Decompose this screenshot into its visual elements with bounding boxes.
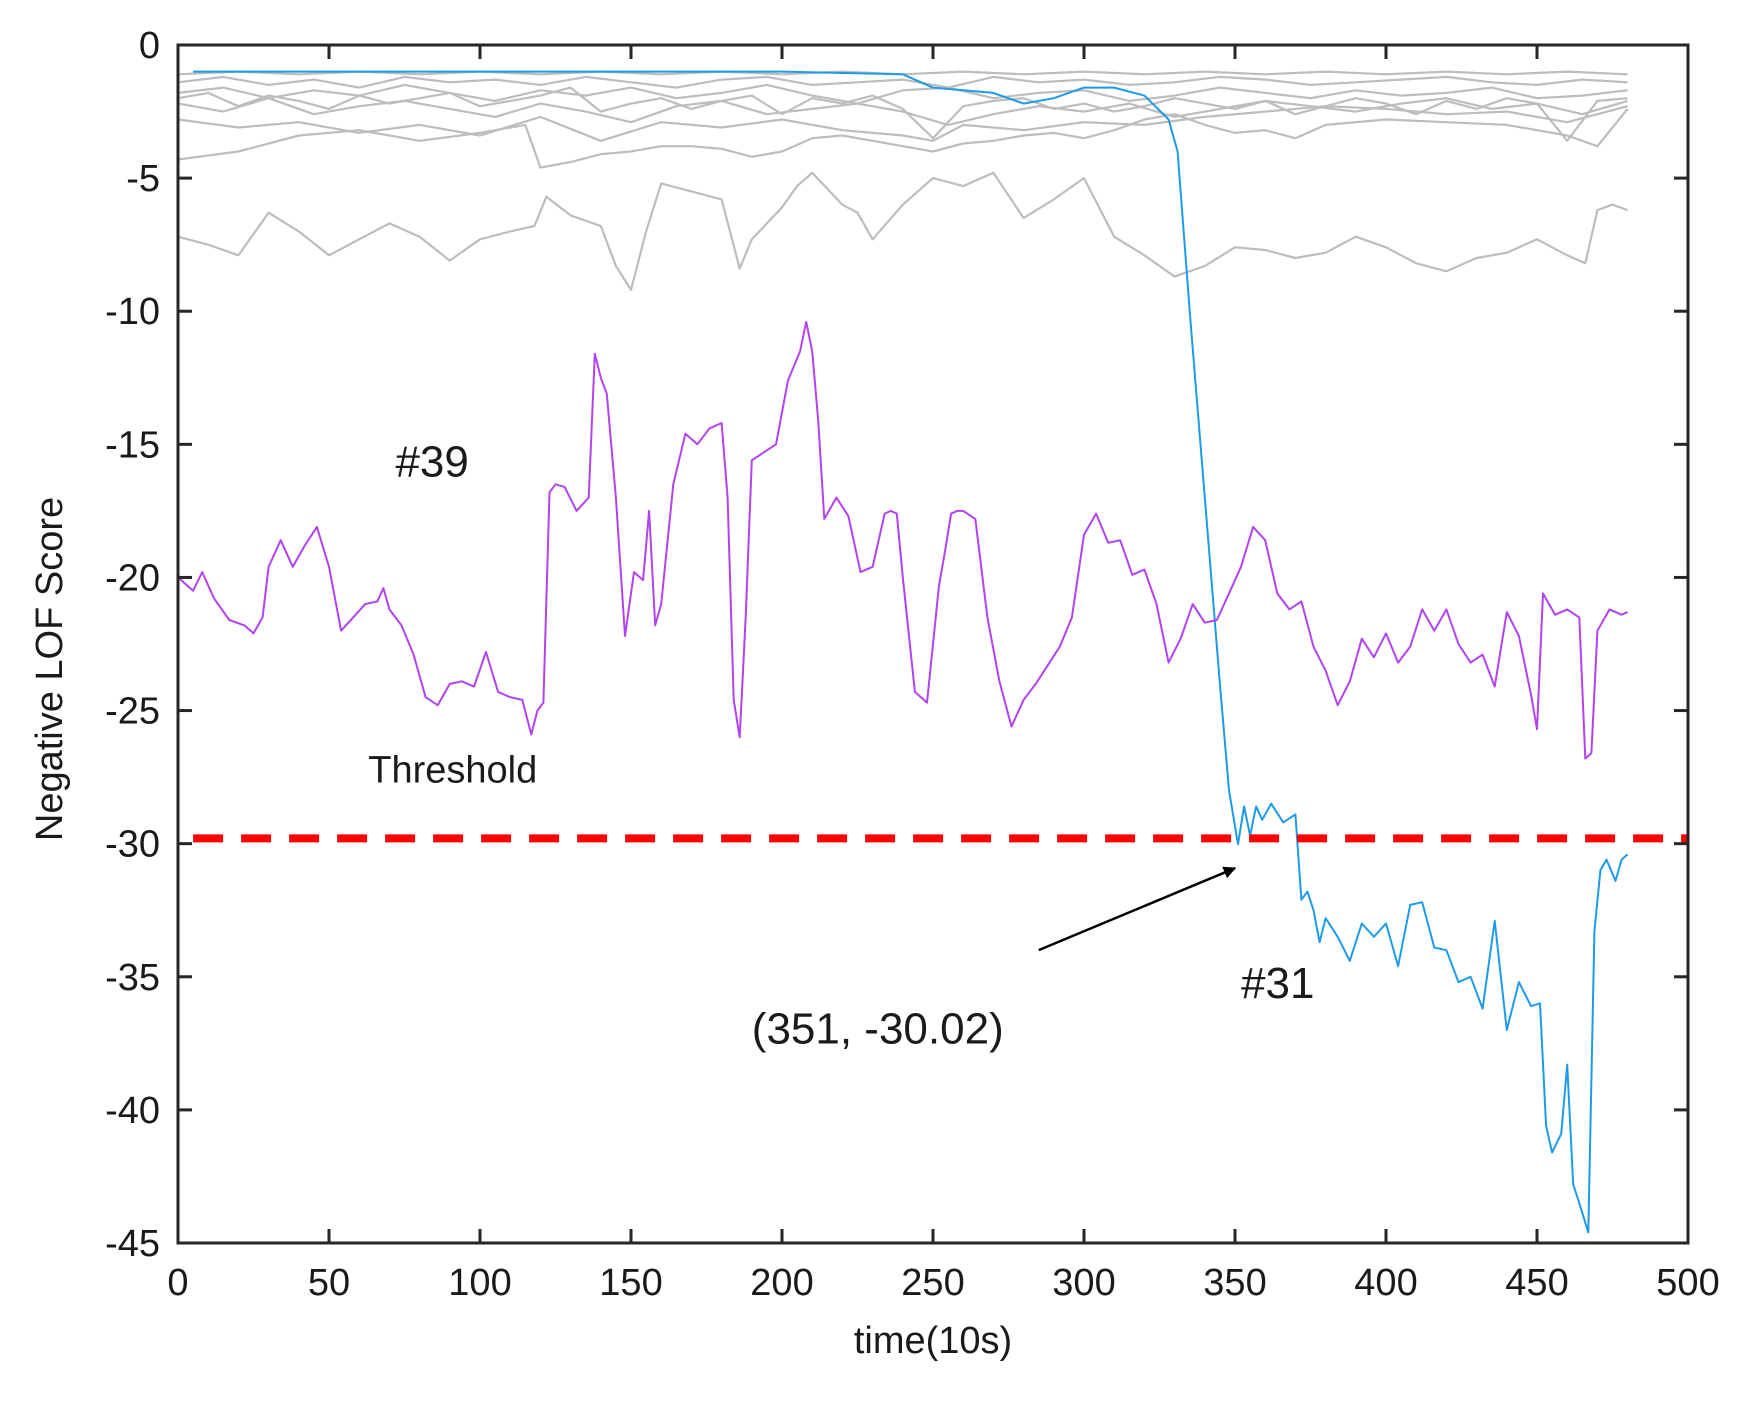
x-tick-label: 250 bbox=[901, 1262, 964, 1304]
series-39-label: #39 bbox=[395, 437, 468, 486]
series-line-background-1 bbox=[177, 171, 1628, 291]
series-line-background-6 bbox=[177, 75, 1628, 89]
y-axis-tick-labels: 0 -5 -10 -15 -20 -25 -30 -35 -40 -45 bbox=[105, 25, 160, 1265]
x-tick-label: 350 bbox=[1203, 1262, 1266, 1304]
x-tick-label: 150 bbox=[599, 1262, 662, 1304]
x-tick-label: 450 bbox=[1505, 1262, 1568, 1304]
y-tick-label: -40 bbox=[105, 1090, 160, 1132]
x-axis-tick-labels: 0 50 100 150 200 250 300 350 400 450 500 bbox=[167, 1262, 1719, 1304]
y-axis-title: Negative LOF Score bbox=[29, 497, 71, 841]
series-line-39 bbox=[177, 320, 1628, 760]
x-axis-title: time(10s) bbox=[854, 1320, 1012, 1362]
annotation-arrow bbox=[1038, 866, 1237, 952]
x-tick-label: 0 bbox=[167, 1262, 188, 1304]
y-tick-label: -45 bbox=[105, 1223, 160, 1265]
y-tick-label: -25 bbox=[105, 691, 160, 733]
x-tick-label: 200 bbox=[750, 1262, 813, 1304]
threshold-label: Threshold bbox=[368, 749, 537, 791]
x-tick-label: 500 bbox=[1656, 1262, 1719, 1304]
y-tick-label: -30 bbox=[105, 824, 160, 866]
x-tick-label: 100 bbox=[448, 1262, 511, 1304]
series-line-background-8 bbox=[177, 86, 1628, 142]
series-line-background-2 bbox=[177, 108, 1629, 169]
series-line-background-5 bbox=[177, 83, 1628, 105]
series-line-31 bbox=[193, 70, 1629, 1234]
y-tick-label: 0 bbox=[139, 25, 160, 67]
y-tick-label: -35 bbox=[105, 957, 160, 999]
series-line-background-4 bbox=[177, 97, 1628, 127]
crossing-point-label: (351, -30.02) bbox=[752, 1004, 1004, 1053]
y-tick-label: -15 bbox=[105, 424, 160, 466]
x-tick-label: 400 bbox=[1354, 1262, 1417, 1304]
series-layer bbox=[177, 70, 1629, 1234]
y-tick-label: -5 bbox=[126, 158, 160, 200]
axis-ticks bbox=[176, 43, 1690, 1245]
y-tick-label: -10 bbox=[105, 291, 160, 333]
y-tick-label: -20 bbox=[105, 557, 160, 599]
series-31-label: #31 bbox=[1241, 959, 1314, 1008]
x-tick-label: 300 bbox=[1052, 1262, 1115, 1304]
x-tick-label: 50 bbox=[308, 1262, 350, 1304]
